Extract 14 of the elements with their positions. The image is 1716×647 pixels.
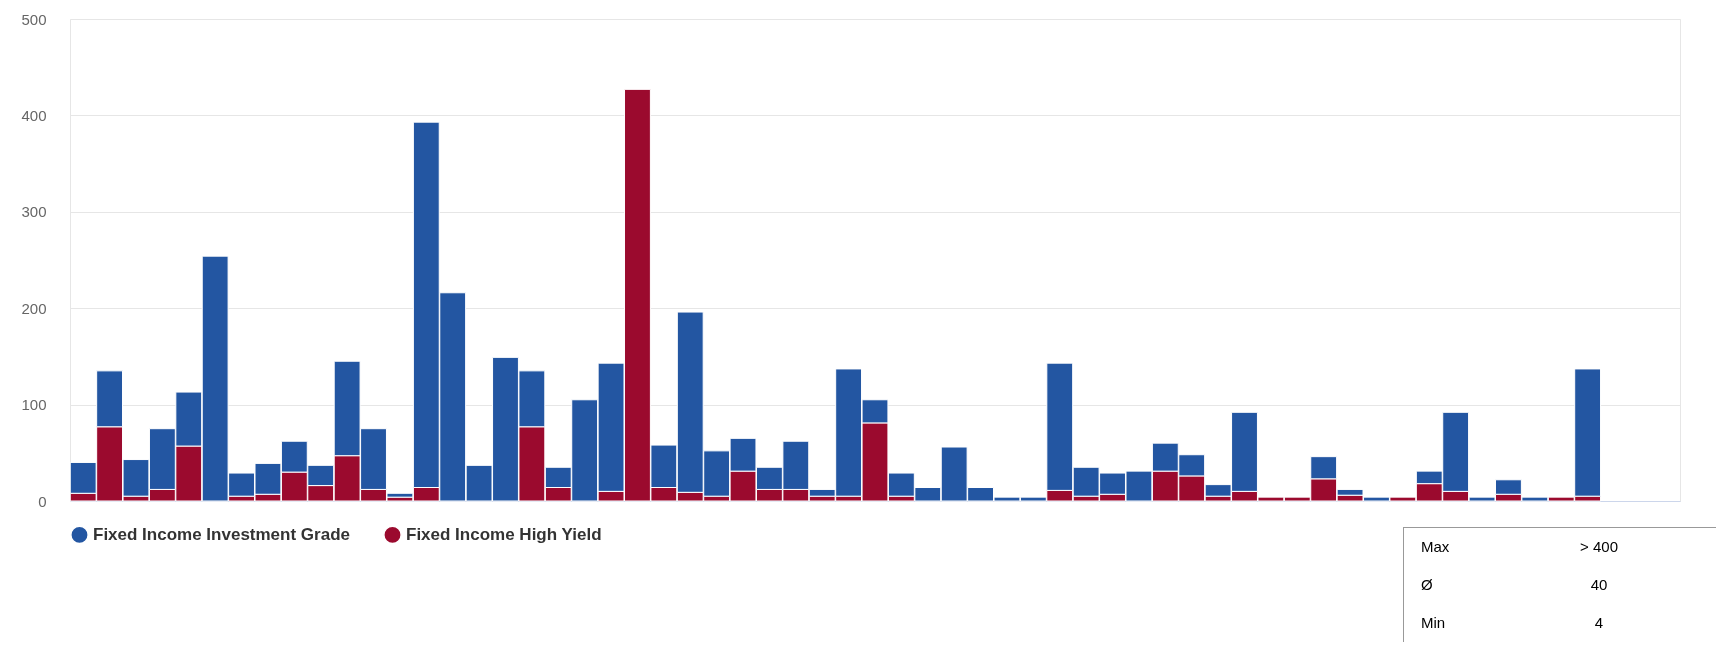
text: Ø [1420,575,1434,595]
y-tick-label: 300 [21,203,47,221]
legend-label: Fixed Income Investment Grade [93,524,350,544]
legend-label: Fixed Income High Yield [406,524,602,544]
text: Min [1420,613,1447,633]
y-tick-label: 100 [21,396,47,414]
y-tick-label: 200 [21,299,47,317]
text: 4 [1593,613,1605,633]
y-tick-label: 400 [21,106,47,124]
y-tick-label: 500 [21,10,47,28]
text: > 400 [1579,537,1619,557]
y-tick-label: 0 [38,492,47,510]
text: Max [1420,537,1451,557]
text: 40 [1589,575,1609,595]
